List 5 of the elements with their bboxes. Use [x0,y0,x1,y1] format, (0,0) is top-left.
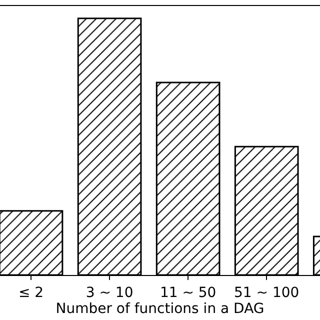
x-tick-label: 11 ~ 50 [160,284,216,301]
x-tick-label: 3 ~ 10 [86,284,134,301]
x-tick-label: ≤ 2 [18,284,44,301]
x-axis-title: Number of functions in a DAG [56,300,264,317]
x-tick-label: 51 ~ 100 [234,284,300,301]
